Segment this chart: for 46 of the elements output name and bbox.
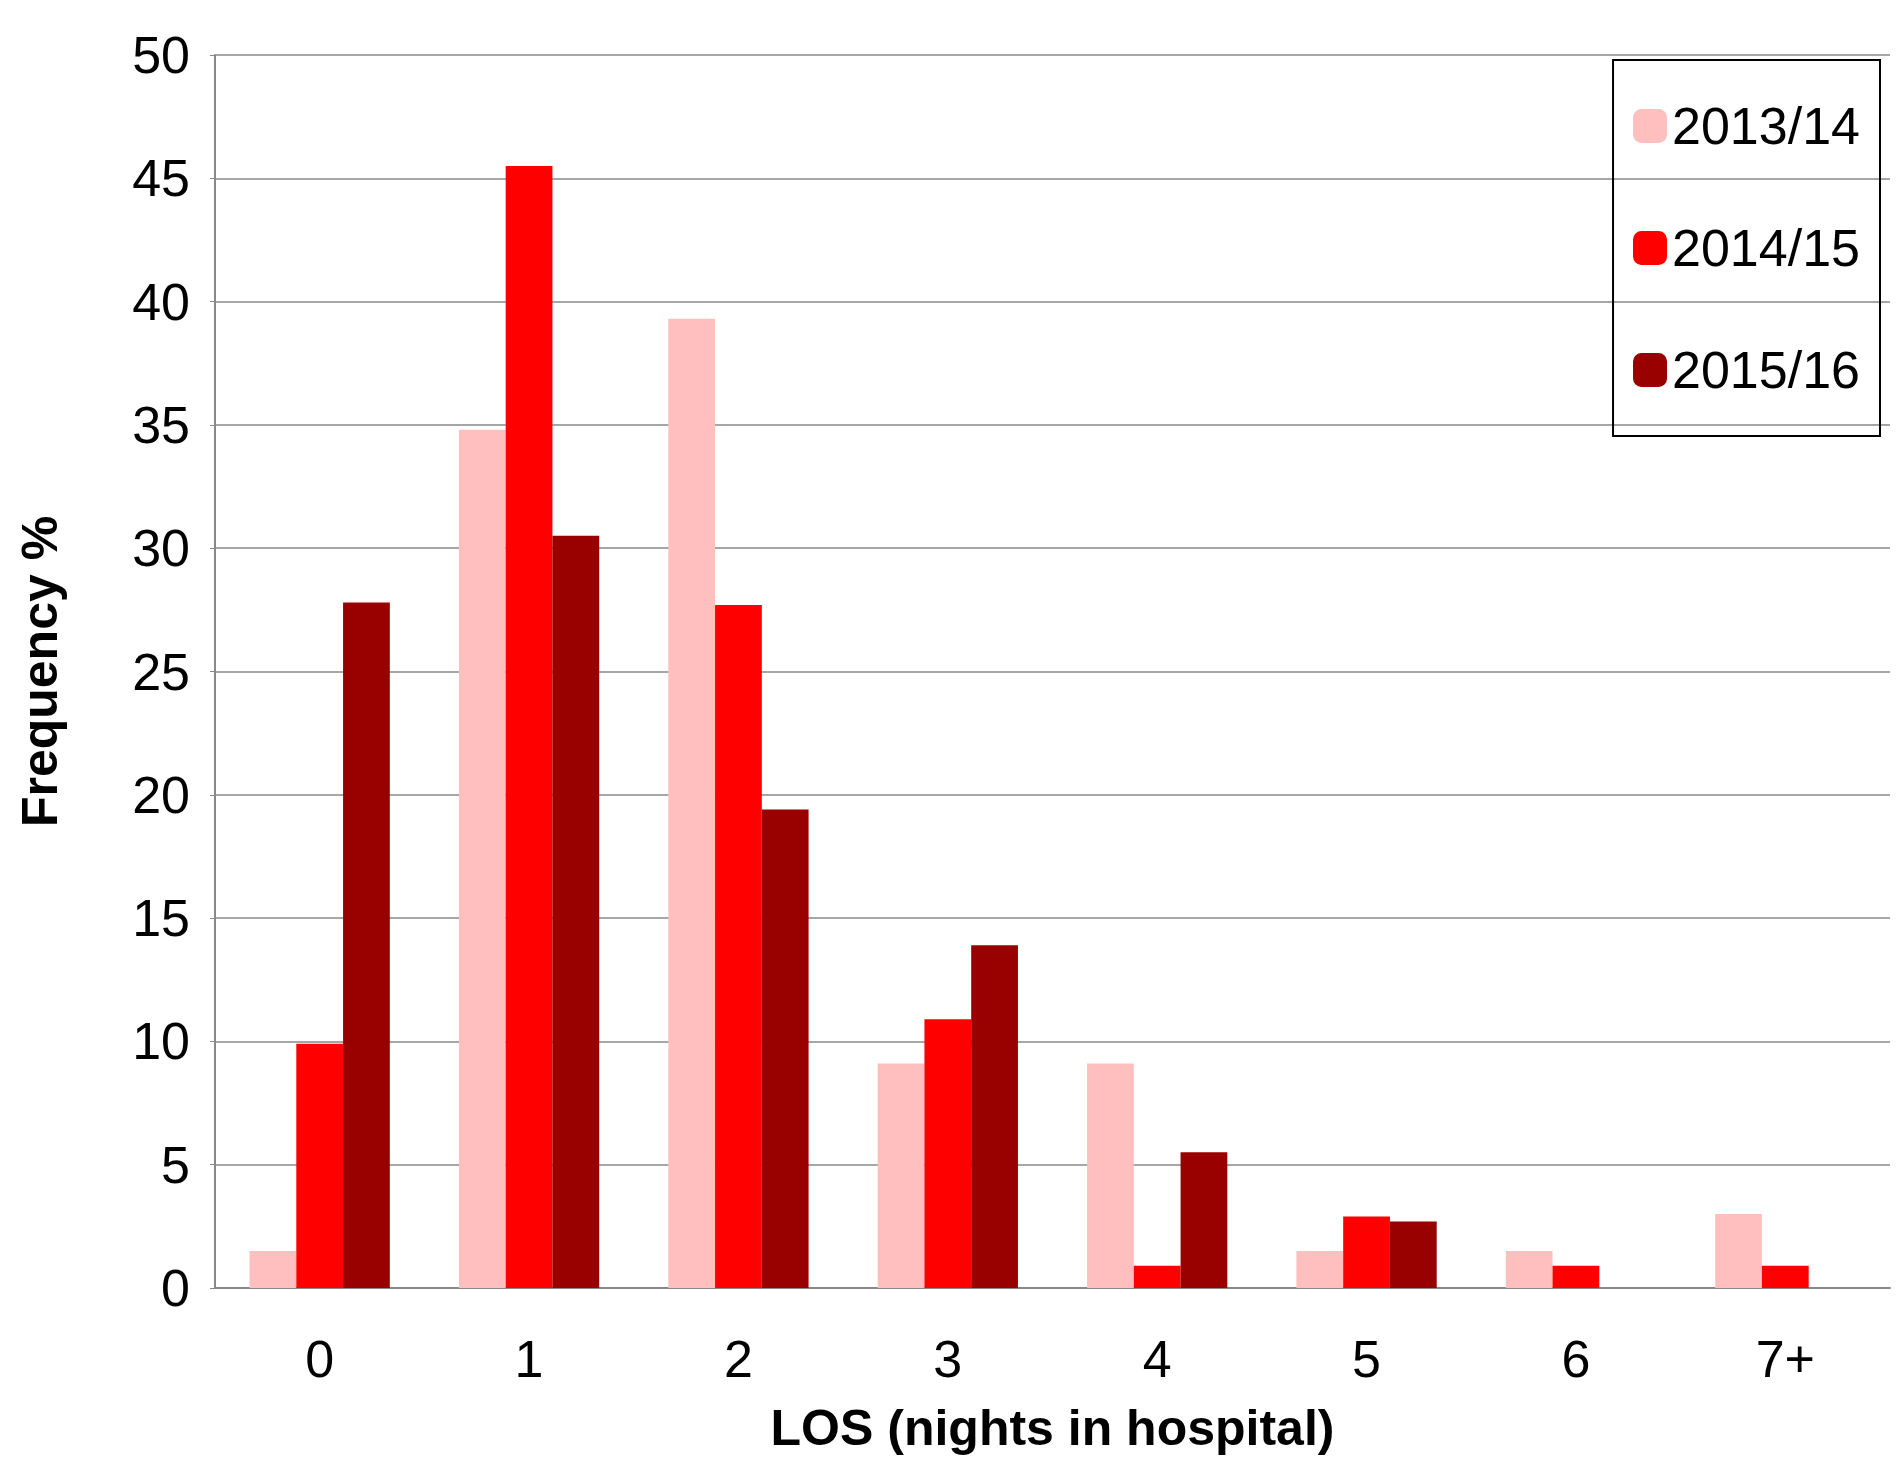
- bar: [1296, 1251, 1344, 1288]
- x-axis-title: LOS (nights in hospital): [770, 1400, 1335, 1456]
- y-tick-label: 35: [132, 395, 190, 454]
- bar: [552, 535, 600, 1288]
- x-tick-label: 3: [933, 1330, 963, 1388]
- x-tick-label: 7+: [1755, 1330, 1815, 1388]
- y-tick-label: 10: [132, 1012, 190, 1071]
- legend-label: 2013/14: [1672, 97, 1860, 155]
- y-axis-title: Frequency %: [12, 515, 68, 828]
- y-tick-label: 0: [161, 1259, 190, 1317]
- bar: [971, 945, 1018, 1288]
- bar: [296, 1043, 344, 1288]
- bar: [1133, 1265, 1181, 1288]
- bar: [715, 604, 762, 1288]
- bar: [1389, 1221, 1437, 1288]
- bar: [249, 1251, 297, 1288]
- y-tick-label: 50: [132, 26, 190, 84]
- y-tick-label: 25: [132, 642, 190, 701]
- x-tick-label: 5: [1352, 1330, 1382, 1388]
- bar: [1180, 1152, 1228, 1288]
- bar: [1552, 1265, 1600, 1288]
- bar: [668, 318, 716, 1288]
- x-tick-label: 4: [1142, 1330, 1172, 1388]
- y-tick-label: 30: [132, 519, 190, 578]
- bar: [458, 429, 506, 1288]
- legend-label: 2014/15: [1672, 219, 1860, 277]
- bar: [343, 602, 390, 1288]
- x-tick-label: 0: [305, 1330, 335, 1388]
- bar: [505, 165, 553, 1288]
- x-tick-label: 2: [723, 1330, 753, 1388]
- x-tick-label: 6: [1561, 1330, 1591, 1388]
- bar: [1343, 1216, 1390, 1288]
- bar: [1715, 1214, 1762, 1288]
- y-tick-label: 45: [132, 149, 190, 208]
- x-tick-label: 1: [514, 1330, 544, 1388]
- bar: [761, 809, 809, 1288]
- bar: [877, 1063, 925, 1288]
- y-tick-label: 40: [132, 272, 190, 331]
- bar: [1087, 1063, 1134, 1288]
- bar: [1761, 1265, 1809, 1288]
- bar: [924, 1019, 972, 1288]
- y-tick-label: 20: [132, 765, 190, 824]
- bar: [1505, 1251, 1553, 1288]
- y-tick-label: 5: [161, 1135, 190, 1194]
- legend-label: 2015/16: [1672, 341, 1860, 399]
- y-tick-label: 15: [132, 889, 190, 948]
